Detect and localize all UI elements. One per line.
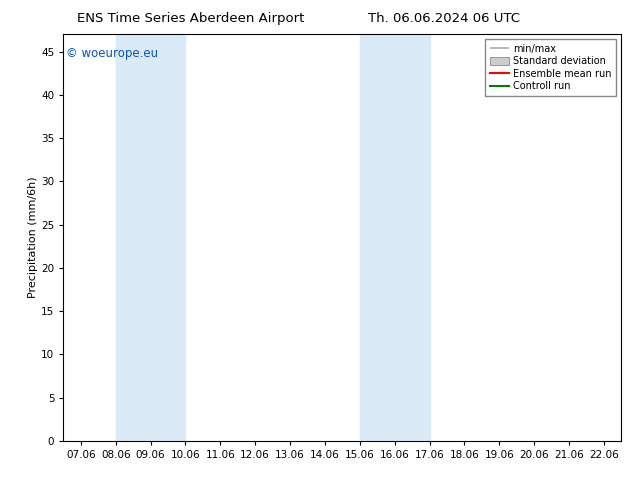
Text: ENS Time Series Aberdeen Airport: ENS Time Series Aberdeen Airport — [77, 12, 304, 25]
Y-axis label: Precipitation (mm/6h): Precipitation (mm/6h) — [29, 177, 38, 298]
Text: © woeurope.eu: © woeurope.eu — [66, 47, 158, 59]
Bar — [116, 34, 185, 441]
Text: Th. 06.06.2024 06 UTC: Th. 06.06.2024 06 UTC — [368, 12, 520, 25]
Bar — [359, 34, 429, 441]
Legend: min/max, Standard deviation, Ensemble mean run, Controll run: min/max, Standard deviation, Ensemble me… — [485, 39, 616, 96]
